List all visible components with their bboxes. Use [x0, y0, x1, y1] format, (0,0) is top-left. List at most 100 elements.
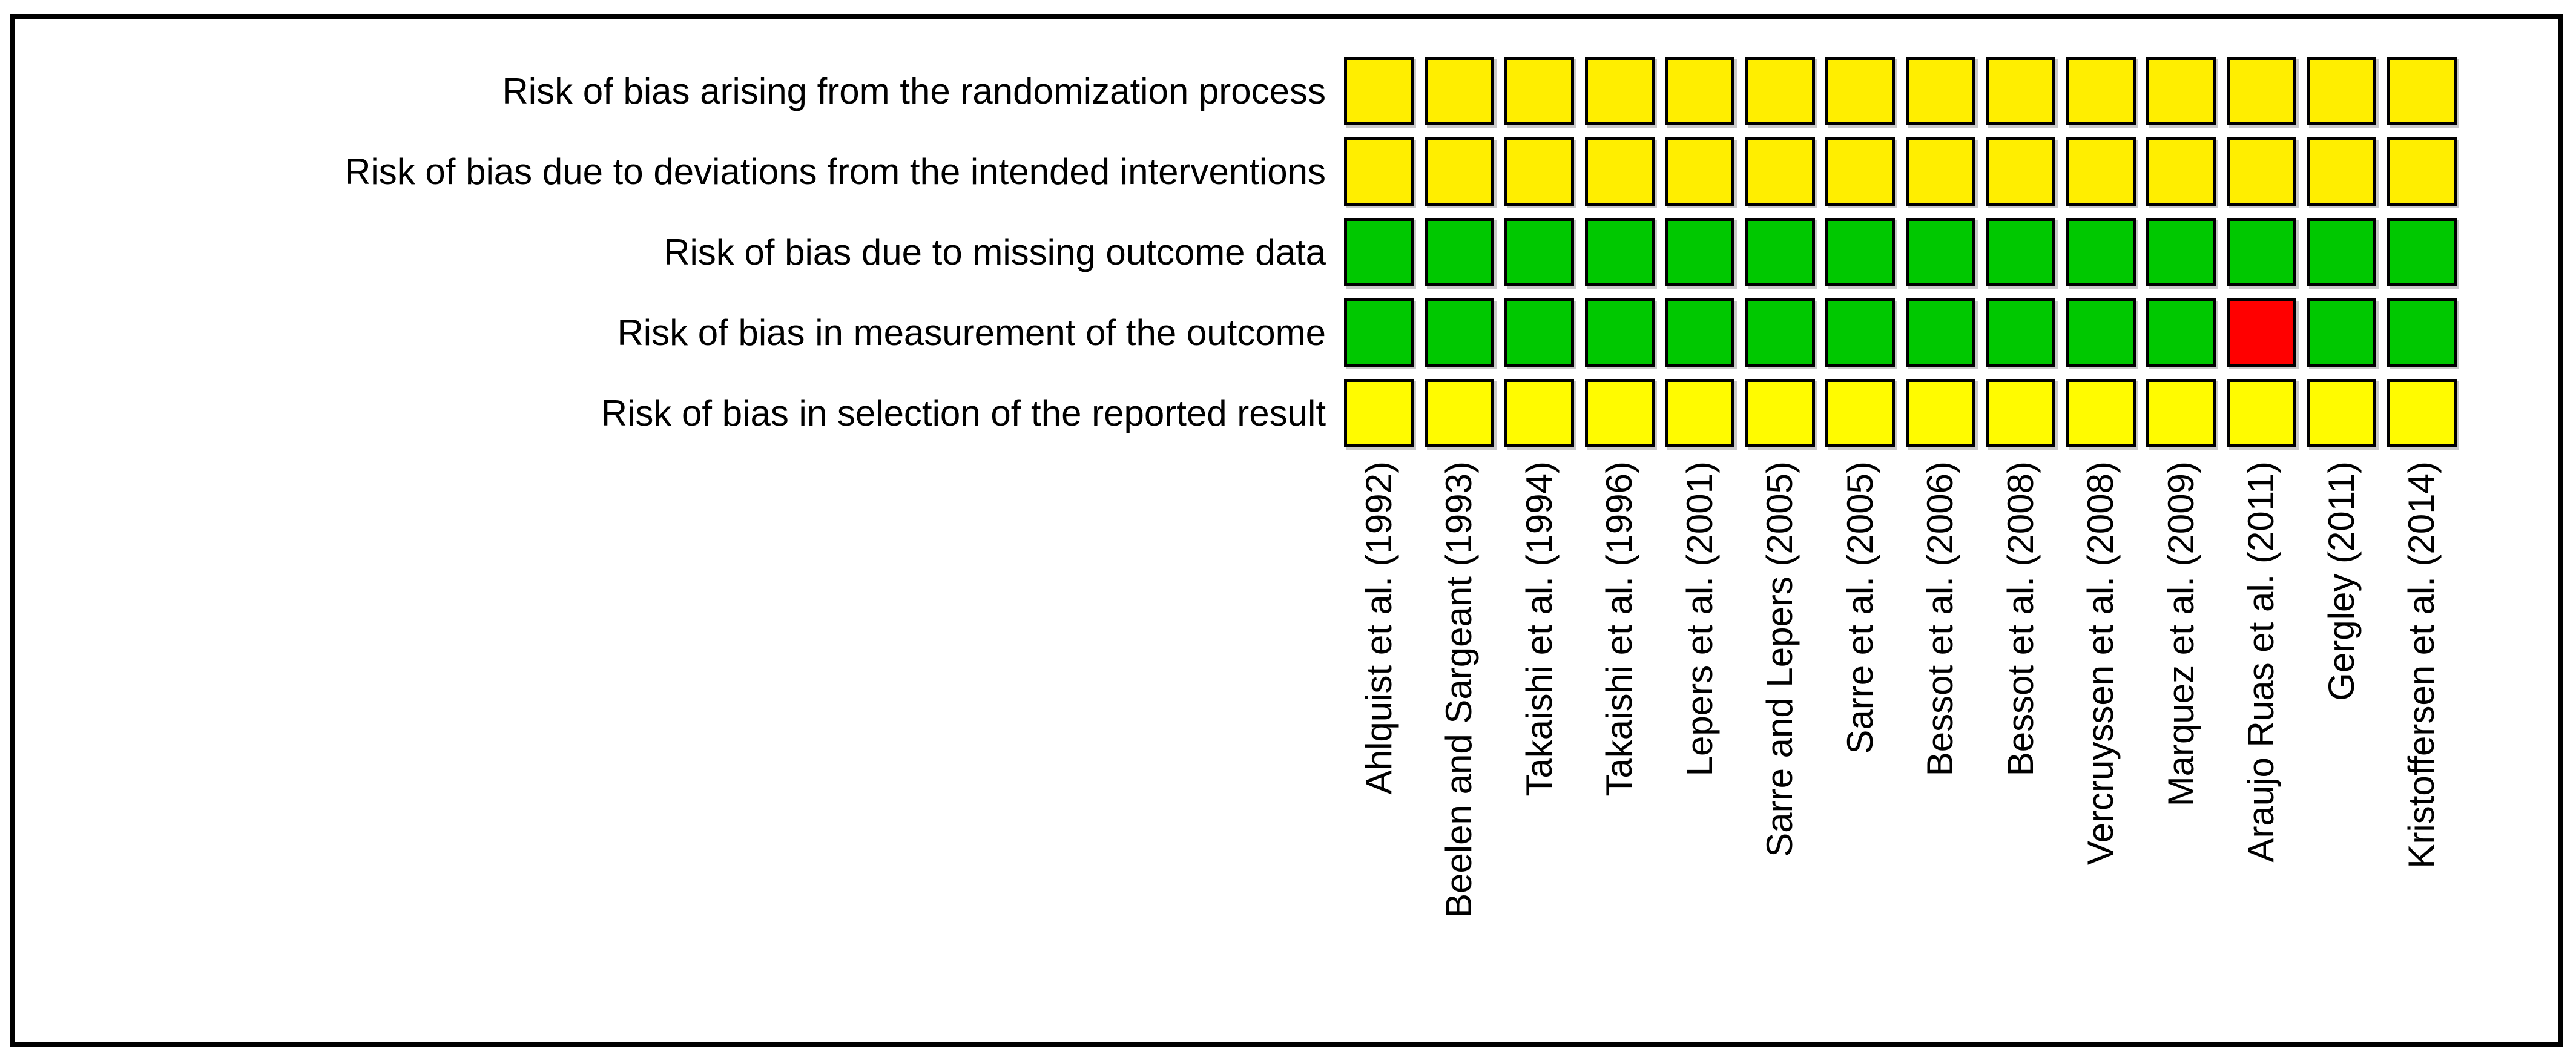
study-label-text: Vercruyssen et al. (2008) — [2080, 461, 2121, 866]
study-label-text: Sarre et al. (2005) — [1839, 461, 1880, 754]
judgment-grid — [1344, 57, 2457, 447]
judgment-cell — [1905, 57, 1975, 125]
judgment-cell — [1424, 137, 1494, 206]
judgment-cell — [2146, 57, 2216, 125]
judgment-cell — [1504, 379, 1574, 447]
judgment-cell — [2226, 57, 2296, 125]
judgment-cell — [1504, 218, 1574, 286]
judgment-cell — [1905, 298, 1975, 367]
judgment-cell — [1825, 218, 1895, 286]
study-label-text: Sarre and Lepers (2005) — [1759, 461, 1800, 857]
figure-border — [10, 14, 2563, 1047]
judgment-cell — [1825, 379, 1895, 447]
judgment-cell — [2146, 218, 2216, 286]
judgment-cell — [1745, 57, 1815, 125]
study-label: Ahlquist et al. (1992) — [1344, 461, 1414, 1027]
judgment-cell — [2066, 379, 2136, 447]
judgment-cell — [1424, 298, 1494, 367]
judgment-cell — [1584, 218, 1655, 286]
study-label-text: Bessot et al. (2006) — [1920, 461, 1960, 777]
judgment-cell — [1986, 218, 2055, 286]
judgment-cell — [2307, 57, 2376, 125]
judgment-cell — [2387, 57, 2457, 125]
judgment-cell — [1584, 298, 1655, 367]
study-label: Vercruyssen et al. (2008) — [2066, 461, 2136, 1027]
study-label: Araujo Ruas et al. (2011) — [2227, 461, 2296, 1027]
study-label: Takaishi et al. (1996) — [1585, 461, 1655, 1027]
judgment-cell — [1665, 298, 1734, 367]
judgment-cell — [1344, 379, 1414, 447]
judgment-cell — [1344, 57, 1414, 125]
judgment-cell — [2387, 218, 2457, 286]
domain-label: Risk of bias arising from the randomizat… — [502, 70, 1326, 111]
judgment-cell — [1665, 57, 1734, 125]
judgment-cell — [2226, 137, 2296, 206]
judgment-cell — [1344, 218, 1414, 286]
study-label-text: Gergley (2011) — [2321, 461, 2362, 701]
study-label: Takaishi et al. (1994) — [1504, 461, 1574, 1027]
judgment-cell — [1745, 218, 1815, 286]
judgment-cell — [1504, 137, 1574, 206]
judgment-cell — [1745, 298, 1815, 367]
judgment-cell — [1825, 137, 1895, 206]
domain-label: Risk of bias in measurement of the outco… — [617, 312, 1326, 353]
judgment-cell — [1905, 218, 1975, 286]
judgment-cell — [1665, 218, 1734, 286]
study-label: Kristoffersen et al. (2014) — [2387, 461, 2457, 1027]
study-label: Gergley (2011) — [2307, 461, 2376, 1027]
judgment-cell — [1745, 137, 1815, 206]
judgment-cell — [1424, 379, 1494, 447]
judgment-cell — [2307, 137, 2376, 206]
judgment-cell — [2066, 298, 2136, 367]
domain-label: Risk of bias in selection of the reporte… — [601, 392, 1326, 433]
study-label: Bessot et al. (2008) — [1986, 461, 2055, 1027]
domain-label: Risk of bias due to missing outcome data — [664, 231, 1326, 272]
judgment-cell — [2387, 137, 2457, 206]
judgment-cell — [2387, 379, 2457, 447]
judgment-cell — [2066, 137, 2136, 206]
study-label-text: Marquez et al. (2009) — [2160, 461, 2201, 807]
judgment-cell — [1905, 137, 1975, 206]
judgment-cell — [1825, 298, 1895, 367]
study-label-text: Araujo Ruas et al. (2011) — [2241, 461, 2281, 863]
domain-label: Risk of bias due to deviations from the … — [344, 151, 1326, 192]
judgment-cell — [2226, 298, 2296, 367]
judgment-cell — [1424, 57, 1494, 125]
study-label: Sarre et al. (2005) — [1825, 461, 1895, 1027]
judgment-cell — [2307, 218, 2376, 286]
study-labels: Ahlquist et al. (1992) Beelen and Sargean… — [1344, 461, 2457, 1027]
study-label-text: Takaishi et al. (1994) — [1518, 461, 1560, 797]
study-label-text: Ahlquist et al. (1992) — [1358, 461, 1399, 795]
judgment-cell — [1504, 298, 1574, 367]
judgment-cell — [1986, 379, 2055, 447]
judgment-cell — [1504, 57, 1574, 125]
judgment-cell — [1905, 379, 1975, 447]
study-label-text: Takaishi et al. (1996) — [1599, 461, 1639, 797]
study-label-text: Bessot et al. (2008) — [2000, 461, 2041, 777]
study-label: Marquez et al. (2009) — [2146, 461, 2216, 1027]
judgment-cell — [1665, 137, 1734, 206]
judgment-cell — [2146, 137, 2216, 206]
judgment-cell — [1584, 137, 1655, 206]
judgment-cell — [2226, 379, 2296, 447]
judgment-cell — [2307, 298, 2376, 367]
study-label-text: Kristoffersen et al. (2014) — [2401, 461, 2442, 869]
judgment-cell — [2387, 298, 2457, 367]
judgment-cell — [1584, 379, 1655, 447]
judgment-cell — [2146, 298, 2216, 367]
judgment-cell — [1986, 137, 2055, 206]
judgment-cell — [1665, 379, 1734, 447]
judgment-cell — [1986, 298, 2055, 367]
judgment-cell — [2307, 379, 2376, 447]
domain-labels: Risk of bias arising from the randomizat… — [36, 57, 1326, 447]
judgment-cell — [1344, 137, 1414, 206]
study-label-text: Beelen and Sargeant (1993) — [1438, 461, 1479, 918]
judgment-cell — [2226, 218, 2296, 286]
study-label-text: Lepers et al. (2001) — [1679, 461, 1720, 777]
judgment-cell — [2066, 218, 2136, 286]
study-label: Sarre and Lepers (2005) — [1745, 461, 1815, 1027]
judgment-cell — [2066, 57, 2136, 125]
judgment-cell — [1745, 379, 1815, 447]
study-label: Beelen and Sargeant (1993) — [1425, 461, 1494, 1027]
